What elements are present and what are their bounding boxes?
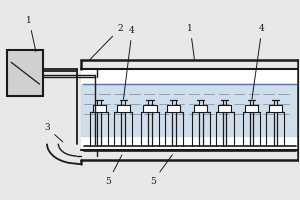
Text: 2: 2 (89, 24, 123, 60)
Text: 1: 1 (26, 16, 36, 52)
Text: 3: 3 (44, 123, 63, 142)
Bar (93, 105, 106, 112)
Bar (143, 105, 157, 112)
Bar (117, 105, 130, 112)
Bar (245, 105, 258, 112)
Text: 5: 5 (105, 155, 122, 186)
Text: 4: 4 (252, 24, 265, 99)
Bar (7, 50, 43, 96)
Bar (218, 105, 231, 112)
Text: 5: 5 (150, 155, 172, 186)
Text: 1: 1 (188, 24, 194, 60)
Bar (81, 69, 298, 150)
Bar (167, 105, 181, 112)
Bar (269, 105, 282, 112)
Text: 4: 4 (124, 26, 135, 99)
Bar (194, 105, 207, 112)
